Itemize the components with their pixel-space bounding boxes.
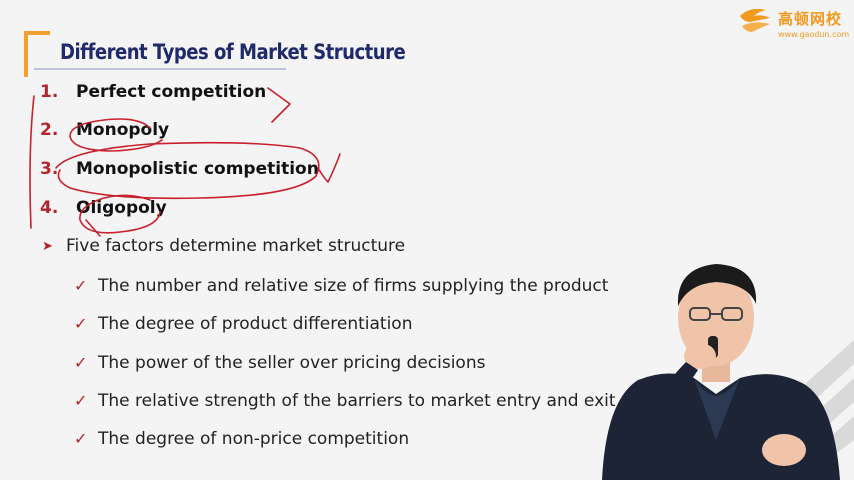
check-icon: ✓ [74, 353, 88, 372]
slide-title: Different Types of Market Structure [60, 40, 406, 64]
list-item-label: Monopoly [76, 120, 170, 140]
list-item-label: Monopolistic competition [76, 159, 319, 179]
gaodun-logo: 高顿网校 www.gaodun.com [736, 4, 850, 40]
title-underline [34, 68, 286, 70]
list-item-index: 1. [40, 82, 59, 102]
check-stroke [317, 153, 341, 183]
check-icon: ✓ [74, 429, 88, 448]
factor-text: The degree of non-price competition [98, 429, 410, 449]
triangle-right-icon: ➤ [42, 239, 53, 254]
list-item-index: 3. [40, 159, 59, 179]
list-item-index: 2. [40, 120, 59, 140]
list-item-label: Oligopoly [76, 198, 167, 218]
title-bracket [24, 31, 50, 77]
presenter-video [602, 264, 854, 480]
oligopoly-hook [85, 219, 101, 237]
check-icon: ✓ [74, 391, 88, 410]
logo-url: www.gaodun.com [778, 30, 850, 39]
factor-text: The power of the seller over pricing dec… [98, 353, 486, 373]
factor-text: The degree of product differentiation [98, 314, 413, 334]
check-icon: ✓ [74, 314, 88, 333]
logo-name: 高顿网校 [778, 10, 843, 28]
list-item-label: Perfect competition [76, 82, 267, 102]
check-icon: ✓ [74, 276, 88, 295]
list-item-index: 4. [40, 198, 59, 218]
margin-bracket-stroke [29, 95, 35, 229]
chevron-stroke [267, 87, 291, 123]
factors-heading: Five factors determine market structure [66, 236, 406, 256]
factor-text: The relative strength of the barriers to… [98, 391, 616, 411]
factor-text: The number and relative size of firms su… [98, 276, 609, 296]
gaodun-logo-mark-icon [740, 8, 770, 32]
